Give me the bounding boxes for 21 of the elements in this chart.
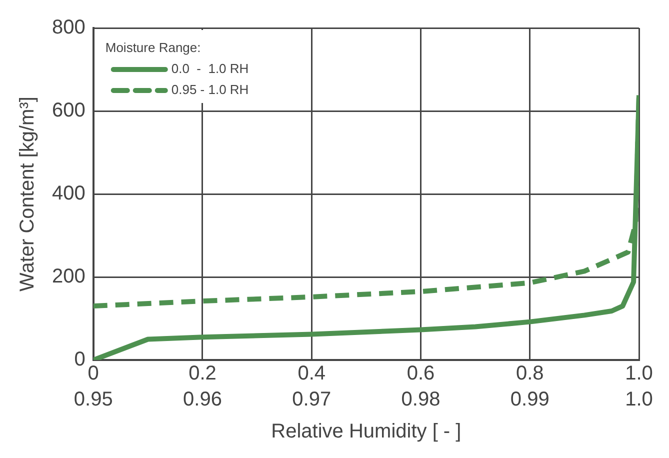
x2-tick-label: 0.99 [510, 388, 550, 411]
x-tick-label: 0.4 [298, 362, 326, 385]
x2-tick-label: 0.96 [183, 388, 222, 411]
x2-tick-label: 0.97 [292, 388, 332, 411]
legend-title: Moisture Range: [105, 40, 201, 56]
x-tick-label: 1.0 [625, 362, 653, 385]
x-axis-title: Relative Humidity [ - ] [271, 420, 462, 443]
x2-tick-label: 1.0 [625, 388, 653, 411]
x2-tick-label: 0.95 [74, 388, 113, 411]
y-axis-title: Water Content [kg/m³] [16, 96, 39, 292]
x-tick-label: 0.8 [516, 362, 544, 385]
y-tick-label: 0 [74, 348, 86, 371]
y-tick-label: 200 [52, 266, 86, 288]
legend-label: 0.95 - 1.0 RH [171, 82, 249, 98]
y-tick-label: 400 [52, 182, 86, 205]
y-tick-label: 600 [52, 100, 86, 122]
x-tick-label: 0.6 [406, 362, 435, 385]
y-tick-label: 800 [52, 16, 86, 39]
x2-tick-label: 0.98 [401, 388, 440, 411]
legend-label: 0.0 - 1.0 RH [171, 61, 249, 76]
x-tick-label: 0.2 [188, 362, 216, 385]
